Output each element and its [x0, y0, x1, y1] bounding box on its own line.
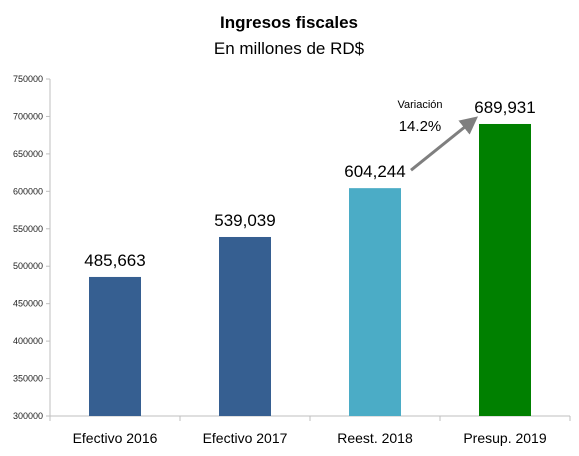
y-tick-label: 750000	[13, 74, 43, 84]
variation-value: 14.2%	[399, 118, 442, 135]
y-tick-label: 350000	[13, 374, 43, 384]
bar	[219, 236, 271, 416]
x-axis: Efectivo 2016 Efectivo 2017 Reest. 2018 Pre…	[49, 415, 571, 446]
variation-annotation: Variación 14.2%	[397, 99, 479, 172]
y-tick-label: 450000	[13, 299, 43, 309]
y-tick-label: 600000	[13, 186, 43, 196]
y-tick-label: 650000	[13, 149, 43, 159]
y-tick-label: 500000	[13, 261, 43, 271]
x-tick-label: Reest. 2018	[337, 430, 413, 446]
bar	[479, 123, 531, 416]
x-tick-label: Efectivo 2017	[203, 430, 288, 446]
x-tick-label: Presup. 2019	[463, 430, 546, 446]
y-tick-label: 300000	[13, 411, 43, 421]
variation-arrow	[410, 116, 479, 172]
bars-group	[89, 123, 531, 416]
bar	[89, 276, 141, 416]
chart-title: Ingresos fiscales	[220, 13, 358, 32]
data-labels-group: 485,663 539,039 604,244 689,931	[84, 98, 535, 270]
data-label: 689,931	[474, 98, 535, 117]
y-tick-label: 400000	[13, 336, 43, 346]
y-tick-label: 700000	[13, 111, 43, 121]
data-label: 604,244	[344, 162, 405, 181]
variation-label: Variación	[397, 99, 442, 111]
chart-subtitle: En millones de RD$	[214, 39, 365, 58]
data-label: 485,663	[84, 251, 145, 270]
bar	[349, 188, 401, 416]
x-tick-label: Efectivo 2016	[73, 430, 158, 446]
data-label: 539,039	[214, 211, 275, 230]
y-tick-label: 550000	[13, 224, 43, 234]
y-axis: 300000 350000 400000 450000 500000 550000 6000…	[13, 74, 51, 421]
